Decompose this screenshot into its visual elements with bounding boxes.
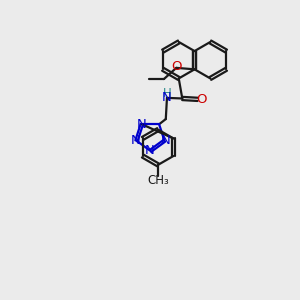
Text: N: N xyxy=(160,134,170,147)
Text: CH₃: CH₃ xyxy=(147,174,169,187)
Text: N: N xyxy=(144,144,154,158)
Text: O: O xyxy=(196,93,207,106)
Text: H: H xyxy=(163,87,171,100)
Text: O: O xyxy=(171,60,181,73)
Text: N: N xyxy=(130,134,140,147)
Text: N: N xyxy=(137,118,147,131)
Text: N: N xyxy=(162,92,172,104)
